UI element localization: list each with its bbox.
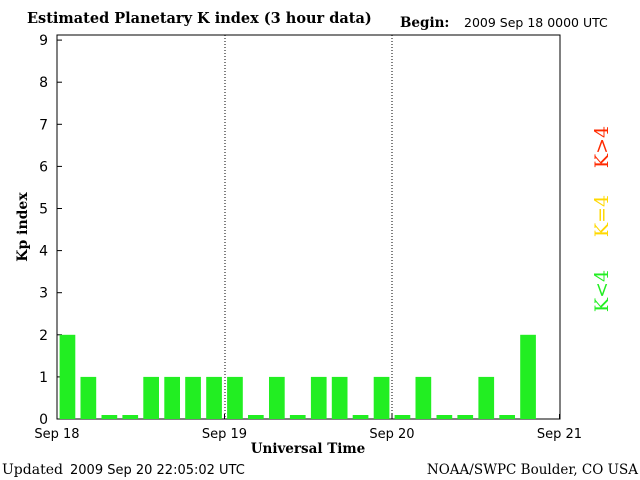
kp-bar — [373, 376, 390, 419]
legend-k-gt-4: K>4 — [591, 126, 613, 168]
x-axis: Sep 18 Sep 19 Sep 20 Sep 21 — [34, 414, 582, 442]
x-tick-label: Sep 21 — [537, 427, 582, 442]
y-tick-label: 9 — [39, 33, 48, 49]
y-tick-label: 4 — [39, 244, 48, 260]
kp-bar — [80, 376, 97, 419]
y-tick-label: 1 — [39, 370, 48, 386]
y-axis-title: Kp index — [15, 192, 31, 262]
kp-bar — [520, 334, 536, 419]
kp-bar — [185, 376, 201, 419]
updated-value: 2009 Sep 20 22:05:02 UTC — [70, 463, 245, 478]
kp-bar — [269, 376, 285, 419]
kp-bar — [457, 415, 474, 419]
chart-title: Estimated Planetary K index (3 hour data… — [27, 10, 372, 27]
y-axis: 0 1 2 3 4 5 6 7 8 9 — [39, 33, 62, 428]
kp-bar — [248, 415, 264, 419]
kp-bar — [352, 415, 369, 419]
kp-bar — [289, 415, 306, 419]
x-axis-title: Universal Time — [251, 441, 366, 457]
y-tick-label: 8 — [39, 75, 48, 91]
kp-bar — [331, 376, 348, 419]
y-tick-label: 5 — [39, 202, 48, 218]
kp-bar — [101, 415, 118, 419]
y-tick-label: 6 — [39, 159, 48, 175]
credit-text: NOAA/SWPC Boulder, CO USA — [427, 462, 638, 478]
plot-frame — [56, 34, 561, 420]
begin-value: 2009 Sep 18 0000 UTC — [464, 15, 608, 30]
kp-bar — [143, 376, 159, 419]
y-tick-label: 7 — [39, 117, 48, 133]
x-tick-label: Sep 18 — [34, 427, 79, 442]
kp-bar — [59, 334, 76, 419]
kp-bars — [59, 334, 536, 419]
legend-k-eq-4: K=4 — [591, 195, 613, 237]
y-tick-label: 2 — [39, 328, 48, 344]
kp-bar — [478, 376, 495, 419]
legend-k-lt-4: K<4 — [591, 270, 613, 312]
updated-label: Updated — [2, 462, 63, 478]
kp-bar — [436, 415, 453, 419]
kp-bar — [122, 415, 139, 419]
begin-label: Begin: — [400, 15, 449, 31]
kp-bar — [310, 376, 327, 419]
kp-bar — [394, 415, 411, 419]
x-tick-label: Sep 20 — [369, 427, 414, 442]
kp-bar — [164, 376, 180, 419]
kp-bar — [227, 376, 243, 419]
kp-bar — [499, 415, 515, 419]
kp-bar — [415, 376, 432, 419]
x-tick-label: Sep 19 — [202, 427, 247, 442]
kp-bar — [206, 376, 222, 419]
y-tick-label: 0 — [39, 412, 48, 428]
y-tick-label: 3 — [39, 286, 48, 302]
